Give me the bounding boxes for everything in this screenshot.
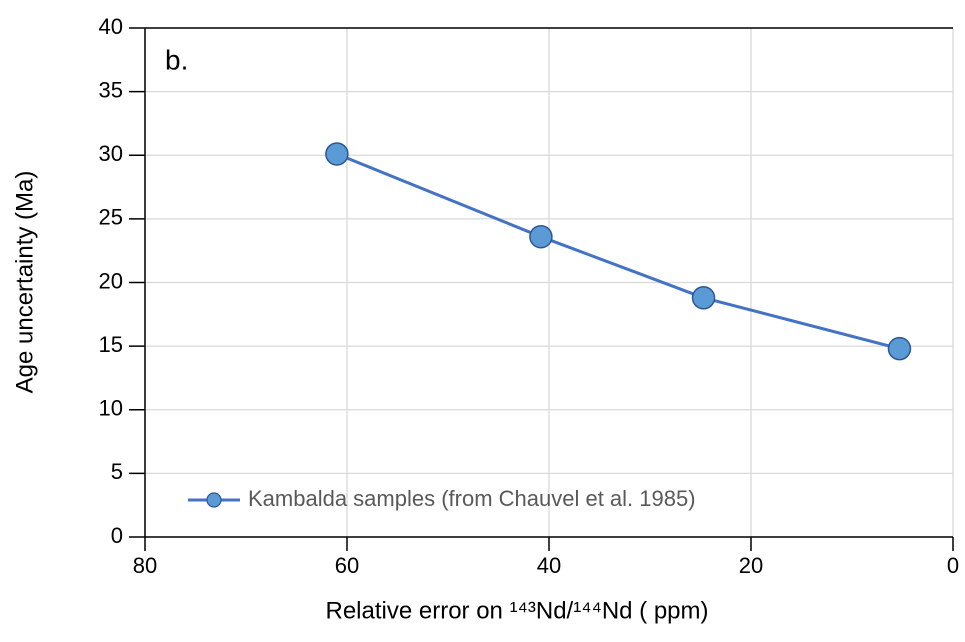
y-tick-label: 15 <box>99 332 123 357</box>
legend-marker <box>206 492 222 508</box>
x-tick-label: 60 <box>335 553 359 578</box>
x-tick-label: 20 <box>739 553 763 578</box>
data-point <box>691 286 716 310</box>
x-tick-label: 80 <box>133 553 157 578</box>
y-tick-label: 30 <box>99 141 123 166</box>
y-tick-label: 20 <box>99 268 123 293</box>
y-tick-label: 40 <box>99 14 123 39</box>
x-axis-label: Relative error on ¹⁴³Nd/¹⁴⁴Nd ( ppm) <box>325 597 708 624</box>
x-tick-label: 40 <box>537 553 561 578</box>
y-tick-label: 10 <box>99 396 123 421</box>
y-axis-label: Age uncertainty (Ma) <box>11 171 38 394</box>
data-point <box>325 142 349 166</box>
y-tick-label: 5 <box>111 459 123 484</box>
legend-label: Kambalda samples (from Chauvel et al. 19… <box>248 486 696 511</box>
series-line <box>336 152 900 351</box>
y-tick-label: 0 <box>111 523 123 548</box>
panel-label: b. <box>165 44 188 75</box>
data-point <box>887 336 912 361</box>
y-tick-label: 35 <box>99 77 123 102</box>
data-point <box>529 224 553 249</box>
y-tick-label: 25 <box>99 205 123 230</box>
x-tick-label: 0 <box>947 553 959 578</box>
